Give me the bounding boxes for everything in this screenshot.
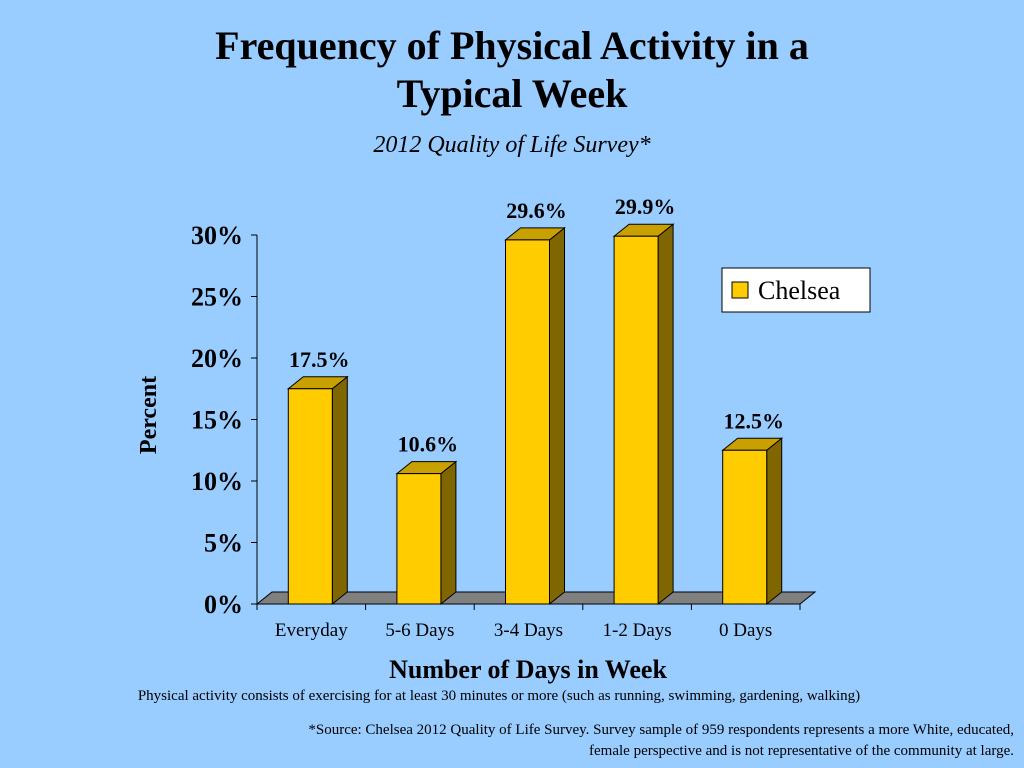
data-label: 29.9% <box>615 194 676 219</box>
y-tick-label: 10% <box>191 467 243 496</box>
bar <box>722 449 768 605</box>
data-label: 12.5% <box>723 408 784 433</box>
bar-side <box>549 226 565 606</box>
x-tick-label: 0 Days <box>719 620 772 641</box>
footnote-source: *Source: Chelsea 2012 Quality of Life Su… <box>134 720 1014 762</box>
x-tick-label: Everyday <box>275 620 348 641</box>
bar-side <box>657 223 674 606</box>
y-tick-label: 20% <box>191 344 243 373</box>
y-tick-label: 30% <box>191 221 243 250</box>
bar-side <box>766 437 783 606</box>
bar <box>396 473 442 605</box>
chart-title-line1: Frequency of Physical Activity in a <box>215 23 809 68</box>
y-tick-label: 5% <box>204 529 243 558</box>
data-label: 29.6% <box>506 198 567 223</box>
footnote-source-line2: female perspective and is not representa… <box>589 743 1014 759</box>
legend-swatch <box>731 281 749 299</box>
y-axis-label: Percent <box>136 376 162 454</box>
bar <box>287 388 333 605</box>
x-tick-label: 5-6 Days <box>385 620 454 641</box>
data-label: 10.6% <box>398 432 459 457</box>
y-tick-label: 15% <box>191 406 243 435</box>
chart-title-line2: Typical Week <box>396 71 628 116</box>
y-tick-label: 25% <box>191 283 243 312</box>
x-tick-label: 3-4 Days <box>494 620 563 641</box>
chart-title: Frequency of Physical Activity in a Typi… <box>0 22 1024 118</box>
bar-side <box>440 460 457 606</box>
footnote-source-line1: *Source: Chelsea 2012 Quality of Life Su… <box>308 722 1014 738</box>
footnote-definition: Physical activity consists of exercising… <box>137 688 861 704</box>
legend-label: Chelsea <box>758 276 841 305</box>
bar-chart: 0% 5% 10% 15% 20% 25% 30% 17.5% Everyday 10.6% 5-6… <box>136 194 871 684</box>
bar-side <box>331 375 348 606</box>
x-tick-label: 1-2 Days <box>603 620 672 641</box>
data-label: 17.5% <box>289 347 350 372</box>
chart-subtitle: 2012 Quality of Life Survey* <box>373 132 651 158</box>
bar <box>613 235 659 605</box>
bar <box>505 239 550 605</box>
y-tick-label: 0% <box>204 590 243 619</box>
x-axis-label: Number of Days in Week <box>389 655 667 684</box>
